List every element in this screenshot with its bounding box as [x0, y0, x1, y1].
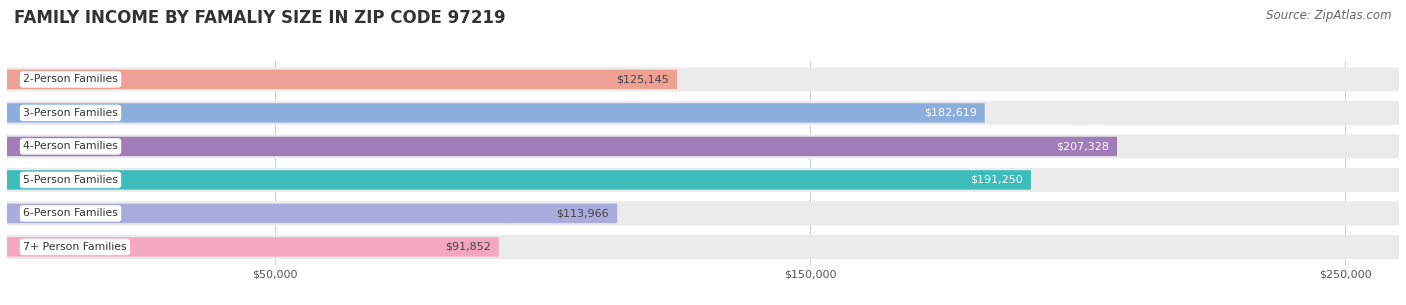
- FancyBboxPatch shape: [7, 135, 1399, 159]
- FancyBboxPatch shape: [7, 237, 499, 257]
- Text: FAMILY INCOME BY FAMALIY SIZE IN ZIP CODE 97219: FAMILY INCOME BY FAMALIY SIZE IN ZIP COD…: [14, 9, 506, 27]
- Text: $207,328: $207,328: [1056, 142, 1109, 151]
- Text: 6-Person Families: 6-Person Families: [22, 208, 118, 218]
- Text: 5-Person Families: 5-Person Families: [22, 175, 118, 185]
- Text: 2-Person Families: 2-Person Families: [22, 74, 118, 84]
- Text: $125,145: $125,145: [616, 74, 669, 84]
- FancyBboxPatch shape: [7, 201, 1399, 225]
- FancyBboxPatch shape: [7, 204, 617, 223]
- FancyBboxPatch shape: [7, 170, 1031, 190]
- FancyBboxPatch shape: [7, 103, 984, 123]
- FancyBboxPatch shape: [7, 67, 1399, 92]
- Text: $91,852: $91,852: [444, 242, 491, 252]
- Text: 3-Person Families: 3-Person Families: [22, 108, 118, 118]
- Text: $182,619: $182,619: [924, 108, 977, 118]
- FancyBboxPatch shape: [7, 168, 1399, 192]
- Text: Source: ZipAtlas.com: Source: ZipAtlas.com: [1267, 9, 1392, 22]
- Text: 4-Person Families: 4-Person Families: [22, 142, 118, 151]
- FancyBboxPatch shape: [7, 137, 1116, 156]
- Text: $191,250: $191,250: [970, 175, 1024, 185]
- FancyBboxPatch shape: [7, 235, 1399, 259]
- FancyBboxPatch shape: [7, 101, 1399, 125]
- Text: 7+ Person Families: 7+ Person Families: [22, 242, 127, 252]
- FancyBboxPatch shape: [7, 70, 678, 89]
- Text: $113,966: $113,966: [557, 208, 609, 218]
